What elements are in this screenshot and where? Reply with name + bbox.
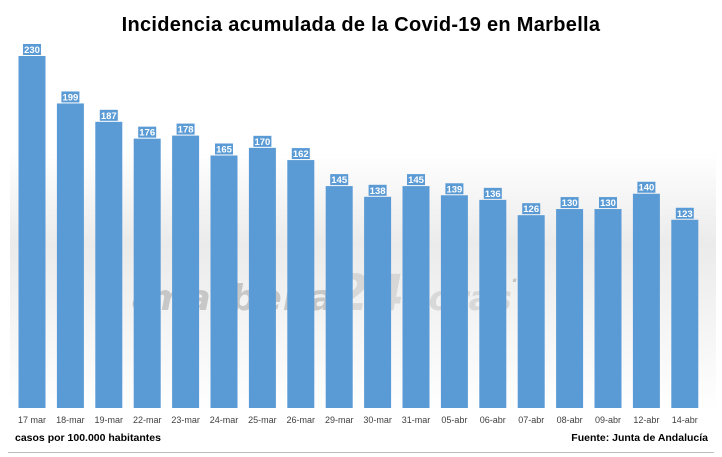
x-tick-label: 29-mar: [325, 415, 354, 425]
data-label-background: [253, 135, 272, 147]
x-tick-label: 30-mar: [363, 415, 392, 425]
bar-07-abr: [517, 215, 545, 408]
x-tick-label: 18-mar: [56, 415, 85, 425]
bar-23-mar: [172, 135, 200, 408]
x-tick-label: 12-abr: [633, 415, 659, 425]
bar-14-abr: [671, 219, 699, 408]
bottom-divider: [8, 452, 714, 453]
x-tick-label: 17 mar: [18, 415, 46, 425]
x-tick-label: 24-mar: [210, 415, 239, 425]
data-label-background: [560, 197, 579, 209]
data-label: 130: [562, 198, 578, 209]
x-tick-label: 07-abr: [518, 415, 544, 425]
x-tick-label: 22-mar: [133, 415, 162, 425]
bar-17-mar: [18, 56, 46, 408]
x-tick-label: 08-abr: [557, 415, 583, 425]
data-label-background: [23, 44, 41, 55]
data-label-background: [675, 207, 694, 219]
data-label: 123: [677, 209, 693, 220]
bar-29-mar: [325, 186, 353, 408]
units-note: casos por 100.000 habitantes: [15, 432, 161, 444]
data-label: 178: [178, 125, 194, 136]
data-label-background: [330, 174, 349, 186]
x-tick-label: 25-mar: [248, 415, 277, 425]
data-label-background: [215, 143, 233, 155]
x-tick-label: 31-mar: [402, 415, 431, 425]
data-label: 145: [408, 175, 425, 186]
bar-19-mar: [95, 121, 123, 409]
data-label-background: [61, 91, 80, 103]
data-label: 136: [485, 189, 501, 200]
data-label: 162: [293, 149, 309, 160]
data-label: 170: [254, 137, 270, 148]
bar-18-mar: [56, 103, 84, 408]
bar-30-mar: [364, 196, 392, 408]
x-tick-label: 05-abr: [441, 415, 467, 425]
bar-09-abr: [594, 209, 622, 408]
x-tick-label: 26-mar: [287, 415, 316, 425]
data-label: 230: [24, 45, 40, 56]
data-label-background: [637, 181, 656, 193]
data-label: 145: [331, 175, 348, 186]
x-tick-label: 23-mar: [171, 415, 200, 425]
bar-31-mar: [402, 186, 430, 408]
bar-12-abr: [632, 193, 660, 408]
data-label: 199: [62, 92, 78, 103]
data-label: 176: [139, 128, 155, 139]
data-label-background: [483, 187, 502, 199]
data-label: 139: [446, 184, 462, 195]
data-label-background: [291, 148, 310, 160]
data-label-background: [445, 183, 464, 195]
data-label-background: [138, 126, 157, 138]
data-label: 187: [101, 111, 117, 122]
bar-06-abr: [479, 199, 507, 408]
data-label-background: [368, 184, 387, 196]
x-tick-label: 14-abr: [672, 415, 698, 425]
data-label: 165: [216, 144, 233, 155]
data-label: 140: [638, 183, 654, 194]
data-label-background: [522, 203, 541, 215]
bar-26-mar: [287, 160, 315, 408]
bar-05-abr: [440, 195, 468, 408]
x-tick-label: 19-mar: [95, 415, 124, 425]
data-label-background: [99, 109, 118, 121]
data-label: 130: [600, 198, 616, 209]
data-label-background: [407, 174, 425, 186]
bar-08-abr: [556, 209, 584, 408]
x-tick-label: 06-abr: [480, 415, 506, 425]
data-label-background: [176, 123, 195, 135]
source-note: Fuente: Junta de Andalucía: [571, 432, 708, 444]
bar-24-mar: [210, 155, 238, 408]
bar-22-mar: [133, 138, 161, 408]
x-tick-label: 09-abr: [595, 415, 621, 425]
data-label: 138: [370, 186, 386, 197]
data-label-background: [599, 197, 617, 209]
chart-title: Incidencia acumulada de la Covid-19 en M…: [121, 14, 601, 36]
data-label: 126: [523, 204, 539, 215]
bar-25-mar: [248, 147, 276, 408]
